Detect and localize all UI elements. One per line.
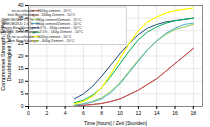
- html-text:Compressive Strength [MPa]: Compressive Strength [MPa]: [0, 20, 6, 91]
- svg-text:15: 15: [18, 65, 24, 71]
- svg-text:2: 2: [45, 110, 48, 116]
- svg-text:Time [hours] / Zeit [Stunden]: Time [hours] / Zeit [Stunden]: [84, 120, 148, 126]
- svg-text:RHEOBUILD 1:3 % - 160g cement/: RHEOBUILD 1:3 % - 160g cement/Zement - 1…: [1, 17, 82, 22]
- svg-text:8: 8: [100, 110, 103, 116]
- svg-text:no accelerator - 600kg cement: no accelerator - 600kg cement - 10°C: [11, 34, 72, 39]
- html-text:Druckfestigkeit [MPa]: Druckfestigkeit [MPa]: [6, 29, 12, 82]
- svg-text:Experi-Beschleuniger 1:3 % - 1: Experi-Beschleuniger 1:3 % - 160g cement…: [1, 26, 82, 31]
- svg-text:RHEOBUILD 1:4 % - 160g cement/: RHEOBUILD 1:4 % - 160g cement/Zement - 1…: [1, 21, 82, 26]
- svg-text:18: 18: [191, 110, 197, 116]
- svg-text:14: 14: [154, 110, 160, 116]
- svg-text:10: 10: [18, 78, 24, 84]
- svg-text:40: 40: [18, 2, 24, 8]
- svg-text:0: 0: [21, 103, 24, 109]
- svg-text:5: 5: [21, 90, 24, 96]
- svg-text:16: 16: [172, 110, 178, 116]
- svg-text:6: 6: [82, 110, 85, 116]
- svg-text:20: 20: [18, 53, 24, 59]
- svg-text:kein Beschleuniger - 600g Zeme: kein Beschleuniger - 600g Zement - 10°C: [9, 39, 75, 43]
- svg-text:10: 10: [117, 110, 123, 116]
- svg-text:0: 0: [27, 110, 30, 116]
- svg-text:no accelerator - 160kg cement: no accelerator - 160kg cement - 10°C: [11, 8, 72, 13]
- svg-text:12: 12: [136, 110, 142, 116]
- svg-text:4: 4: [64, 110, 67, 116]
- svg-text:kein Beschleuniger - 160kg Zem: kein Beschleuniger - 160kg Zement - 10°C: [7, 13, 76, 18]
